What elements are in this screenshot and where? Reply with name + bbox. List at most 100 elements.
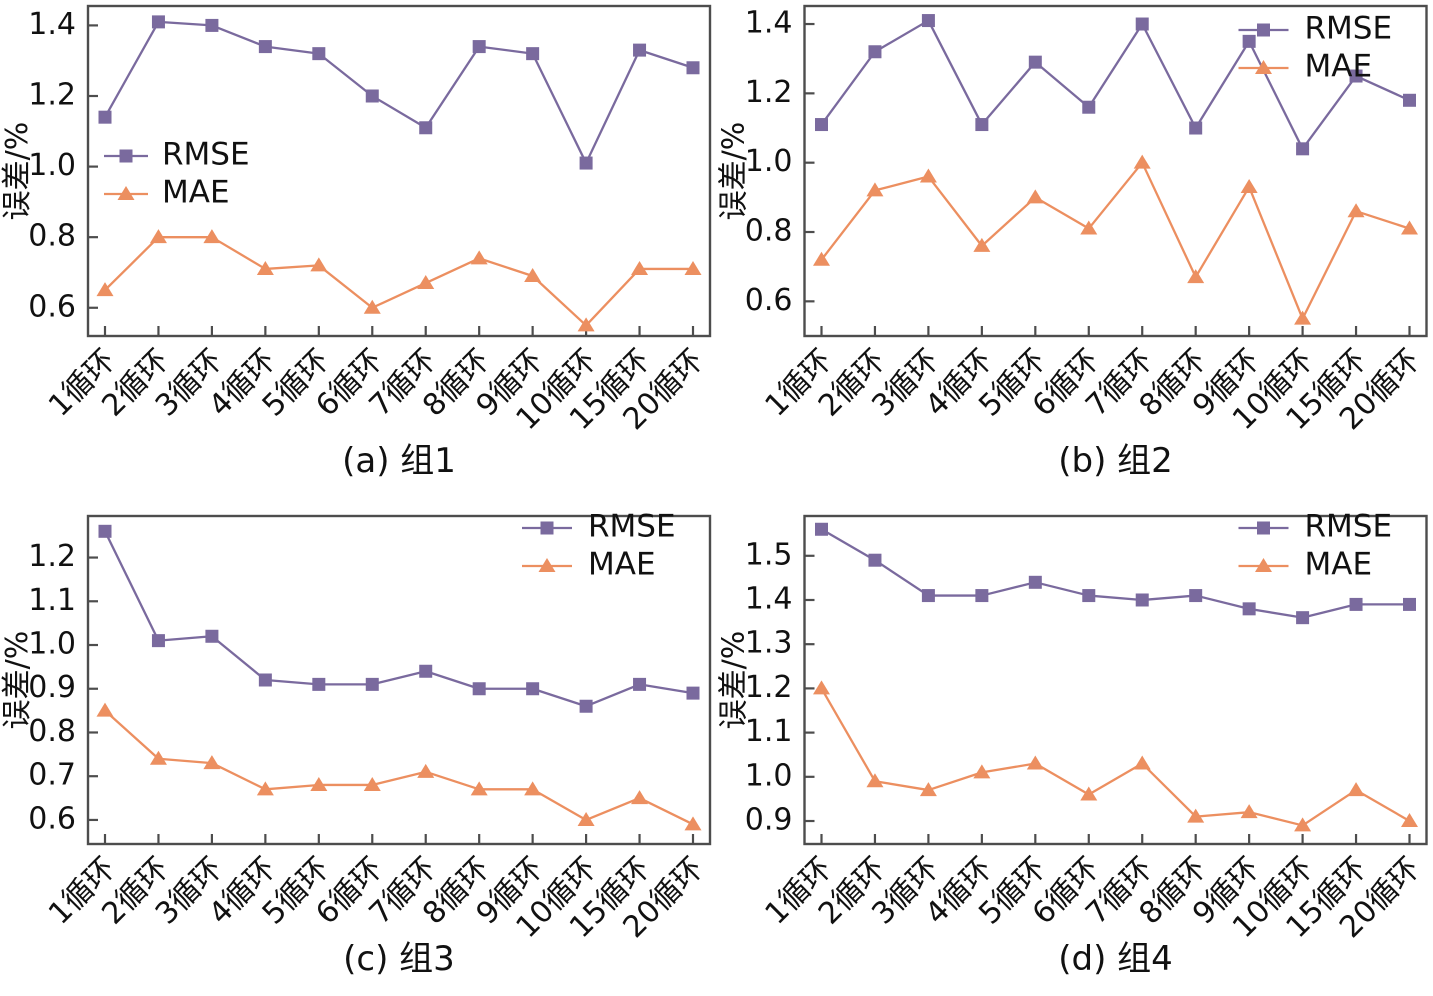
mae-marker [96, 282, 114, 297]
y-tick-label: 1.4 [745, 581, 793, 616]
y-tick-label: 0.8 [28, 714, 76, 749]
mae-marker [310, 776, 328, 791]
rmse-marker [921, 589, 935, 603]
mae-marker [866, 182, 884, 197]
legend-label: MAE [588, 547, 656, 583]
rmse-marker [205, 629, 219, 643]
legend-label: MAE [162, 175, 230, 211]
rmse-marker [205, 18, 219, 32]
mae-marker [1240, 804, 1258, 819]
mae-marker [1133, 154, 1151, 169]
mae-marker [417, 275, 435, 290]
mae-line [104, 236, 693, 327]
rmse-marker [686, 686, 700, 700]
mae-marker [1401, 220, 1418, 235]
rmse-marker [1082, 589, 1096, 603]
rmse-marker [1403, 93, 1416, 107]
mae-marker [1133, 755, 1151, 770]
mae-marker [631, 790, 649, 805]
legend-label: RMSE [1305, 509, 1393, 545]
chart-panel-group1: 0.60.81.01.21.41循环2循环3循环4循环5循环6循环7循环8循环9… [0, 4, 712, 481]
y-tick-label: 1.1 [28, 583, 76, 618]
rmse-marker [1082, 100, 1096, 114]
chart-panel-group2: 0.60.81.01.21.41循环2循环3循环4循环5循环6循环7循环8循环9… [717, 4, 1428, 481]
mae-marker [310, 257, 328, 272]
rmse-marker [1135, 17, 1149, 31]
rmse-marker [526, 47, 540, 61]
y-tick-label: 1.2 [28, 539, 76, 574]
plot-border [803, 4, 1428, 338]
rmse-marker [526, 682, 540, 696]
y-tick-label: 1.0 [28, 627, 76, 662]
rmse-marker [868, 45, 882, 59]
y-tick-label: 1.4 [745, 6, 793, 41]
legend-label: MAE [1305, 547, 1373, 583]
rmse-marker [472, 682, 486, 696]
rmse-marker [1349, 69, 1363, 83]
mae-marker [524, 781, 542, 796]
y-tick-label: 1.0 [745, 144, 793, 179]
mae-marker [1187, 269, 1205, 284]
rmse-marker [98, 524, 112, 538]
panel-cell-a: 0.6 0.8 1.0 1.2 1.4 1循环 2循环 3循环 4循环 5循环 6循环 7循环 8循环 9… [0, 0, 716, 498]
legend-marker-mae [117, 186, 135, 200]
panel-cell-b: 0.6 0.8 1.0 1.2 1.4 1循环 2循环 3循环 4循环 5循环 6循环 7循环 8循环 9… [716, 0, 1433, 498]
y-axis-label: 误差/% [717, 122, 752, 221]
chart-panel-group3: 0.60.70.80.91.01.11.21循环2循环3循环4循环5循环6循环7… [0, 509, 712, 979]
rmse-marker [1296, 142, 1310, 156]
panel-b: 0.60.81.01.21.41循环2循环3循环4循环5循环6循环7循环8循环9… [717, 4, 1428, 481]
rmse-marker [1189, 589, 1203, 603]
mae-marker [203, 229, 221, 244]
rmse-marker [975, 589, 989, 603]
mae-marker [1026, 755, 1044, 770]
y-tick-label: 0.6 [28, 289, 76, 324]
mae-marker [1401, 813, 1418, 828]
mae-line [820, 687, 1411, 827]
rmse-marker [98, 110, 112, 124]
y-tick-label: 1.3 [745, 626, 793, 661]
rmse-line [103, 530, 694, 708]
mae-marker [684, 816, 702, 831]
y-tick-label: 1.2 [28, 78, 76, 113]
panel-a: 0.60.81.01.21.41循环2循环3循环4循环5循环6循环7循环8循环9… [0, 4, 712, 481]
y-tick-label: 1.0 [28, 148, 76, 183]
panel-d: 0.91.01.11.21.31.41.51循环2循环3循环4循环5循环6循环7… [717, 509, 1428, 979]
mae-marker [577, 811, 595, 826]
mae-marker [1347, 203, 1365, 218]
mae-marker [149, 750, 167, 765]
plot-border [86, 514, 712, 846]
legend-label: RMSE [162, 137, 250, 173]
mae-marker [973, 764, 991, 779]
y-tick-label: 1.2 [745, 670, 793, 705]
mae-marker [684, 260, 702, 275]
rmse-marker [365, 677, 379, 691]
y-axis-label: 误差/% [717, 631, 752, 730]
rmse-marker [1028, 55, 1042, 69]
rmse-marker [258, 40, 272, 54]
mae-marker [417, 763, 435, 778]
mae-marker [1187, 808, 1205, 823]
y-tick-label: 0.9 [745, 803, 793, 838]
legend-marker-rmse [119, 149, 133, 163]
mae-marker [1347, 782, 1365, 797]
rmse-line [820, 19, 1410, 150]
panel-caption: (c) 组3 [343, 939, 455, 979]
y-tick-label: 1.5 [745, 537, 793, 572]
y-tick-label: 1.2 [745, 75, 793, 110]
mae-line [820, 161, 1410, 320]
rmse-marker [1242, 602, 1256, 616]
rmse-line [103, 20, 694, 165]
rmse-marker [1403, 597, 1416, 611]
mae-marker [631, 260, 649, 275]
panel-caption: (d) 组4 [1058, 939, 1173, 979]
legend-marker-mae [1255, 558, 1272, 572]
rmse-marker [258, 673, 272, 687]
rmse-marker [1349, 597, 1363, 611]
plot-border [803, 514, 1428, 846]
plot-border [86, 4, 712, 338]
panel-cell-d: 0.9 1.0 1.1 1.2 1.3 1.4 1.5 1循环 2循环 3循环 4循环 5循环 6循环 7… [716, 498, 1433, 996]
